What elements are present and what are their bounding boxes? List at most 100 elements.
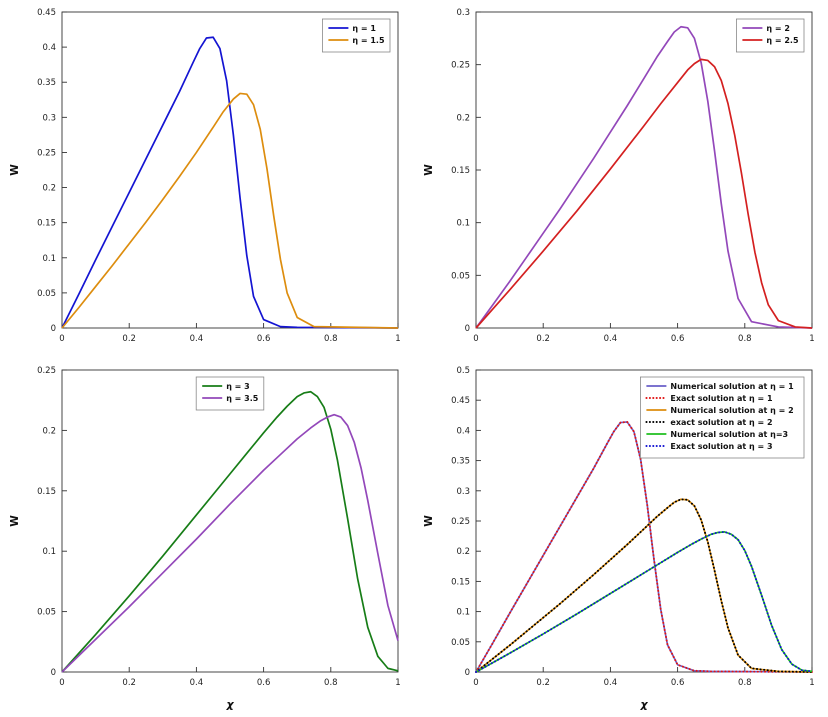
x-tick-label: 0 <box>59 678 64 688</box>
y-tick-label: 0.25 <box>37 366 56 376</box>
y-tick-label: 0 <box>465 668 470 678</box>
panel-background <box>0 358 414 716</box>
x-tick-label: 0.2 <box>122 678 136 688</box>
y-tick-label: 0.15 <box>37 487 56 497</box>
x-tick-label: 1 <box>809 678 814 688</box>
x-tick-label: 0.8 <box>324 678 338 688</box>
y-tick-label: 0.05 <box>37 289 56 299</box>
series-line <box>475 530 813 673</box>
y-tick-label: 0.45 <box>37 8 56 18</box>
x-tick-label: 0.2 <box>122 334 136 344</box>
plot-eta-3-and-3p5: 0 0.2 0.4 0.6 0.8 1 0 0.05 0.1 0.15 0.2 0.25 Wχ η = 3… <box>0 358 414 716</box>
legend-label: Exact solution at η = 3 <box>670 442 772 451</box>
plot-numerical-vs-exact: 0 0.2 0.4 0.6 0.8 1 0 0.05 0.1 0.15 0.2 0.25 0.3 0.35… <box>414 358 828 716</box>
x-tick-label: 1 <box>395 678 400 688</box>
legend-label: Numerical solution at η = 2 <box>670 406 793 415</box>
series-line <box>61 413 399 673</box>
legend: η = 2 η = 2.5 <box>735 18 805 53</box>
y-tick-label: 0.35 <box>37 78 56 88</box>
y-tick-label: 0.3 <box>456 8 470 18</box>
y-tick-label: 0.05 <box>37 608 56 618</box>
x-tick-label: 0.2 <box>536 334 550 344</box>
legend-label: Exact solution at η = 1 <box>670 394 773 403</box>
series-line <box>475 58 813 329</box>
legend: η = 1 η = 1.5 <box>321 18 391 53</box>
y-tick-label: 0 <box>51 324 56 334</box>
x-tick-label: 0 <box>473 334 478 344</box>
y-tick-label: 0.2 <box>42 184 56 194</box>
y-tick-label: 0.3 <box>42 113 56 123</box>
y-tick-label: 0.1 <box>42 254 56 264</box>
x-axis-label: χ <box>639 698 648 711</box>
legend: η = 3 η = 3.5 <box>195 376 265 411</box>
y-axis-label: W <box>9 515 21 527</box>
legend-box <box>195 376 265 411</box>
x-tick-label: 0.6 <box>257 678 271 688</box>
y-tick-label: 0.4 <box>456 426 470 436</box>
y-tick-label: 0.35 <box>451 457 470 467</box>
y-axis-label: W <box>423 515 435 527</box>
legend-label: η = 1 <box>352 24 376 33</box>
x-tick-label: 0 <box>59 334 64 344</box>
y-tick-label: 0 <box>51 668 56 678</box>
x-tick-label: 0.8 <box>738 334 752 344</box>
panel-background <box>0 0 414 358</box>
y-tick-label: 0.25 <box>451 61 470 71</box>
legend: Numerical solution at η = 1 Exact solutio… <box>639 376 805 459</box>
x-tick-label: 0.8 <box>738 678 752 688</box>
legend-box <box>321 18 391 53</box>
y-tick-label: 0.4 <box>42 43 56 53</box>
legend-label: Numerical solution at η = 1 <box>670 382 794 391</box>
x-tick-label: 0.2 <box>536 678 550 688</box>
x-tick-label: 0.6 <box>671 334 685 344</box>
x-tick-label: 0.4 <box>190 334 204 344</box>
x-tick-label: 0 <box>473 678 478 688</box>
y-tick-label: 0.45 <box>451 396 470 406</box>
series-line <box>61 390 399 673</box>
x-tick-label: 0.6 <box>671 678 685 688</box>
legend-box <box>735 18 805 53</box>
x-tick-label: 0.4 <box>604 678 618 688</box>
plot-eta-1-and-1p5: 0 0.2 0.4 0.6 0.8 1 0 0.05 0.1 0.15 0.2 0.25 0.3 0.35… <box>0 0 414 358</box>
y-tick-label: 0.2 <box>456 113 470 123</box>
x-tick-label: 0.4 <box>604 334 618 344</box>
y-tick-label: 0.15 <box>451 577 470 587</box>
x-tick-label: 1 <box>395 334 400 344</box>
y-tick-label: 0.15 <box>451 166 470 176</box>
legend-label: η = 2.5 <box>766 36 799 45</box>
y-tick-label: 0.1 <box>42 547 56 557</box>
y-tick-label: 0.2 <box>456 547 470 557</box>
x-tick-label: 0.8 <box>324 334 338 344</box>
series-line <box>61 92 399 329</box>
legend-label: η = 3.5 <box>226 394 259 403</box>
x-axis-label: χ <box>225 698 234 711</box>
y-tick-label: 0.15 <box>37 219 56 229</box>
series-line <box>475 498 813 673</box>
y-tick-label: 0.3 <box>456 487 470 497</box>
y-tick-label: 0.05 <box>451 271 470 281</box>
legend-label: η = 2 <box>766 24 790 33</box>
axes-box <box>61 11 399 329</box>
legend-label: Numerical solution at η=3 <box>670 430 788 439</box>
plot-eta-2-and-2p5: 0 0.2 0.4 0.6 0.8 1 0 0.05 0.1 0.15 0.2 0.25 0.3 Wη =… <box>414 0 828 358</box>
y-tick-label: 0.25 <box>451 517 470 527</box>
y-tick-label: 0.1 <box>456 608 470 618</box>
y-tick-label: 0.25 <box>37 148 56 158</box>
y-tick-label: 0 <box>465 324 470 334</box>
y-tick-label: 0.5 <box>456 366 470 376</box>
y-tick-label: 0.05 <box>451 638 470 648</box>
x-tick-label: 1 <box>809 334 814 344</box>
legend-label: η = 1.5 <box>352 36 385 45</box>
y-axis-label: W <box>9 164 21 176</box>
y-tick-label: 0.1 <box>456 219 470 229</box>
x-tick-label: 0.4 <box>190 678 204 688</box>
legend-label: η = 3 <box>226 382 250 391</box>
x-tick-label: 0.6 <box>257 334 271 344</box>
series-line <box>61 36 399 329</box>
series-line <box>475 25 813 329</box>
series-line <box>475 420 813 673</box>
axes-box <box>61 369 399 673</box>
y-tick-label: 0.2 <box>42 426 56 436</box>
panel-background <box>414 0 828 358</box>
